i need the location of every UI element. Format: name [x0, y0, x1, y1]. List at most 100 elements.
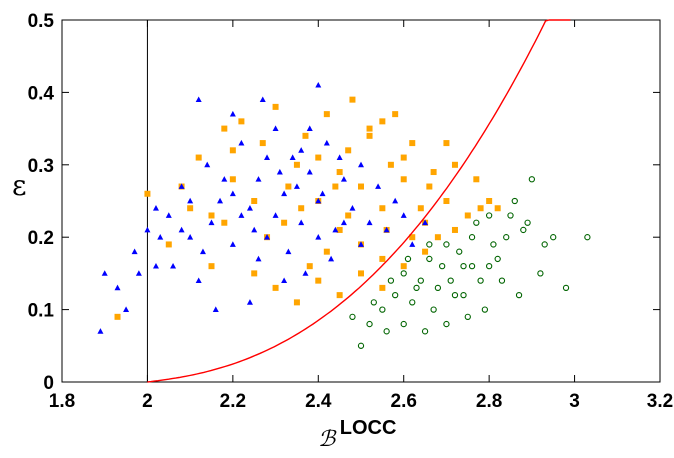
- data-point-circle: [451, 291, 459, 299]
- data-point-circle: [430, 306, 437, 313]
- data-point-circle: [383, 328, 390, 335]
- data-point-square: [486, 198, 493, 204]
- data-point-circle: [520, 226, 527, 234]
- data-point-square: [208, 263, 215, 270]
- data-point-square: [281, 219, 288, 226]
- data-point-circle: [439, 263, 446, 270]
- data-point-square: [336, 292, 343, 299]
- data-point-circle: [426, 255, 433, 263]
- x-tick-label: 3: [569, 391, 580, 412]
- data-point-triangle: [306, 125, 313, 131]
- x-tick-label: 2.2: [220, 391, 246, 412]
- data-point-triangle: [170, 262, 177, 269]
- data-point-triangle: [392, 197, 399, 204]
- data-point-circle: [485, 212, 493, 219]
- data-point-circle: [349, 313, 356, 320]
- data-point-triangle: [298, 147, 305, 153]
- data-point-triangle: [358, 241, 364, 247]
- x-axis-ticks: 1.8 2 2.2 2.4 2.6 2.8 3 3.2: [49, 20, 673, 412]
- data-point-triangle: [187, 197, 194, 204]
- data-point-circle: [473, 219, 480, 226]
- data-point-square: [195, 154, 202, 161]
- data-point-circle: [498, 277, 506, 284]
- data-point-square: [400, 176, 407, 183]
- data-point-circle: [503, 234, 510, 241]
- data-point-circle: [481, 306, 489, 313]
- data-point-triangle: [144, 226, 151, 233]
- data-point-triangle: [400, 212, 407, 218]
- data-point-triangle: [349, 205, 356, 211]
- data-point-square: [494, 205, 501, 212]
- x-tick-label: 1.8: [49, 391, 75, 412]
- data-point-circle: [409, 299, 416, 306]
- data-point-square: [358, 183, 364, 190]
- data-point-square: [293, 161, 300, 168]
- data-point-square: [272, 103, 279, 110]
- data-point-circle: [515, 291, 523, 299]
- data-point-triangle: [306, 168, 313, 175]
- data-point-square: [208, 212, 215, 219]
- data-point-square: [430, 169, 437, 176]
- data-point-triangle: [336, 154, 343, 160]
- data-point-triangle: [187, 234, 194, 240]
- data-point-square: [144, 190, 151, 197]
- data-point-square: [379, 255, 386, 262]
- data-point-triangle: [199, 248, 206, 255]
- data-point-square: [323, 111, 330, 118]
- data-point-square: [272, 284, 279, 291]
- data-point-square: [306, 263, 313, 270]
- plot-area: [61, 19, 661, 383]
- data-point-square: [251, 270, 258, 277]
- x-axis-label-superscript: LOCC: [340, 417, 397, 439]
- data-point-square: [434, 234, 441, 241]
- data-point-circle: [485, 263, 493, 270]
- data-point-square: [417, 205, 424, 212]
- data-point-triangle: [340, 176, 347, 182]
- data-point-square: [443, 198, 450, 204]
- data-point-square: [345, 147, 352, 154]
- data-point-triangle: [255, 255, 262, 262]
- data-point-square: [345, 212, 352, 219]
- data-point-circle: [379, 306, 386, 313]
- data-point-square: [221, 125, 228, 132]
- data-point-square: [298, 205, 305, 212]
- data-point-square: [400, 154, 407, 161]
- data-point-triangle: [422, 219, 429, 226]
- data-point-circle: [392, 291, 399, 299]
- data-point-circle: [460, 291, 467, 299]
- data-point-circle: [464, 313, 471, 320]
- data-point-square: [165, 241, 172, 248]
- data-point-square: [315, 277, 322, 284]
- data-point-square: [379, 205, 386, 212]
- data-point-square: [238, 118, 245, 125]
- data-point-square: [464, 212, 471, 219]
- data-point-triangle: [195, 96, 202, 103]
- y-axis-label: ε: [12, 169, 27, 202]
- data-point-square: [293, 299, 300, 306]
- data-point-circle: [370, 299, 377, 306]
- data-point-triangle: [319, 190, 326, 197]
- data-point-square: [379, 118, 386, 125]
- data-point-triangle: [281, 277, 288, 284]
- data-point-square: [392, 111, 399, 118]
- data-point-triangle: [114, 284, 121, 291]
- data-point-circle: [413, 284, 420, 292]
- y-tick-label: 0.5: [28, 11, 55, 32]
- data-point-triangle: [229, 190, 236, 197]
- data-point-triangle: [255, 176, 262, 182]
- data-point-triangle: [157, 234, 164, 240]
- data-point-square: [400, 263, 407, 270]
- data-point-square: [422, 248, 429, 255]
- data-point-triangle: [323, 139, 330, 146]
- data-point-square: [285, 183, 292, 190]
- data-point-triangle: [264, 154, 271, 160]
- data-point-square: [366, 132, 373, 139]
- x-tick-label: 3.2: [647, 391, 673, 412]
- data-point-square: [259, 140, 266, 147]
- data-point-triangle: [135, 270, 142, 276]
- data-point-square: [187, 205, 194, 212]
- data-point-square: [443, 140, 450, 147]
- series-green-circles: [349, 176, 591, 349]
- data-point-circle: [404, 255, 412, 263]
